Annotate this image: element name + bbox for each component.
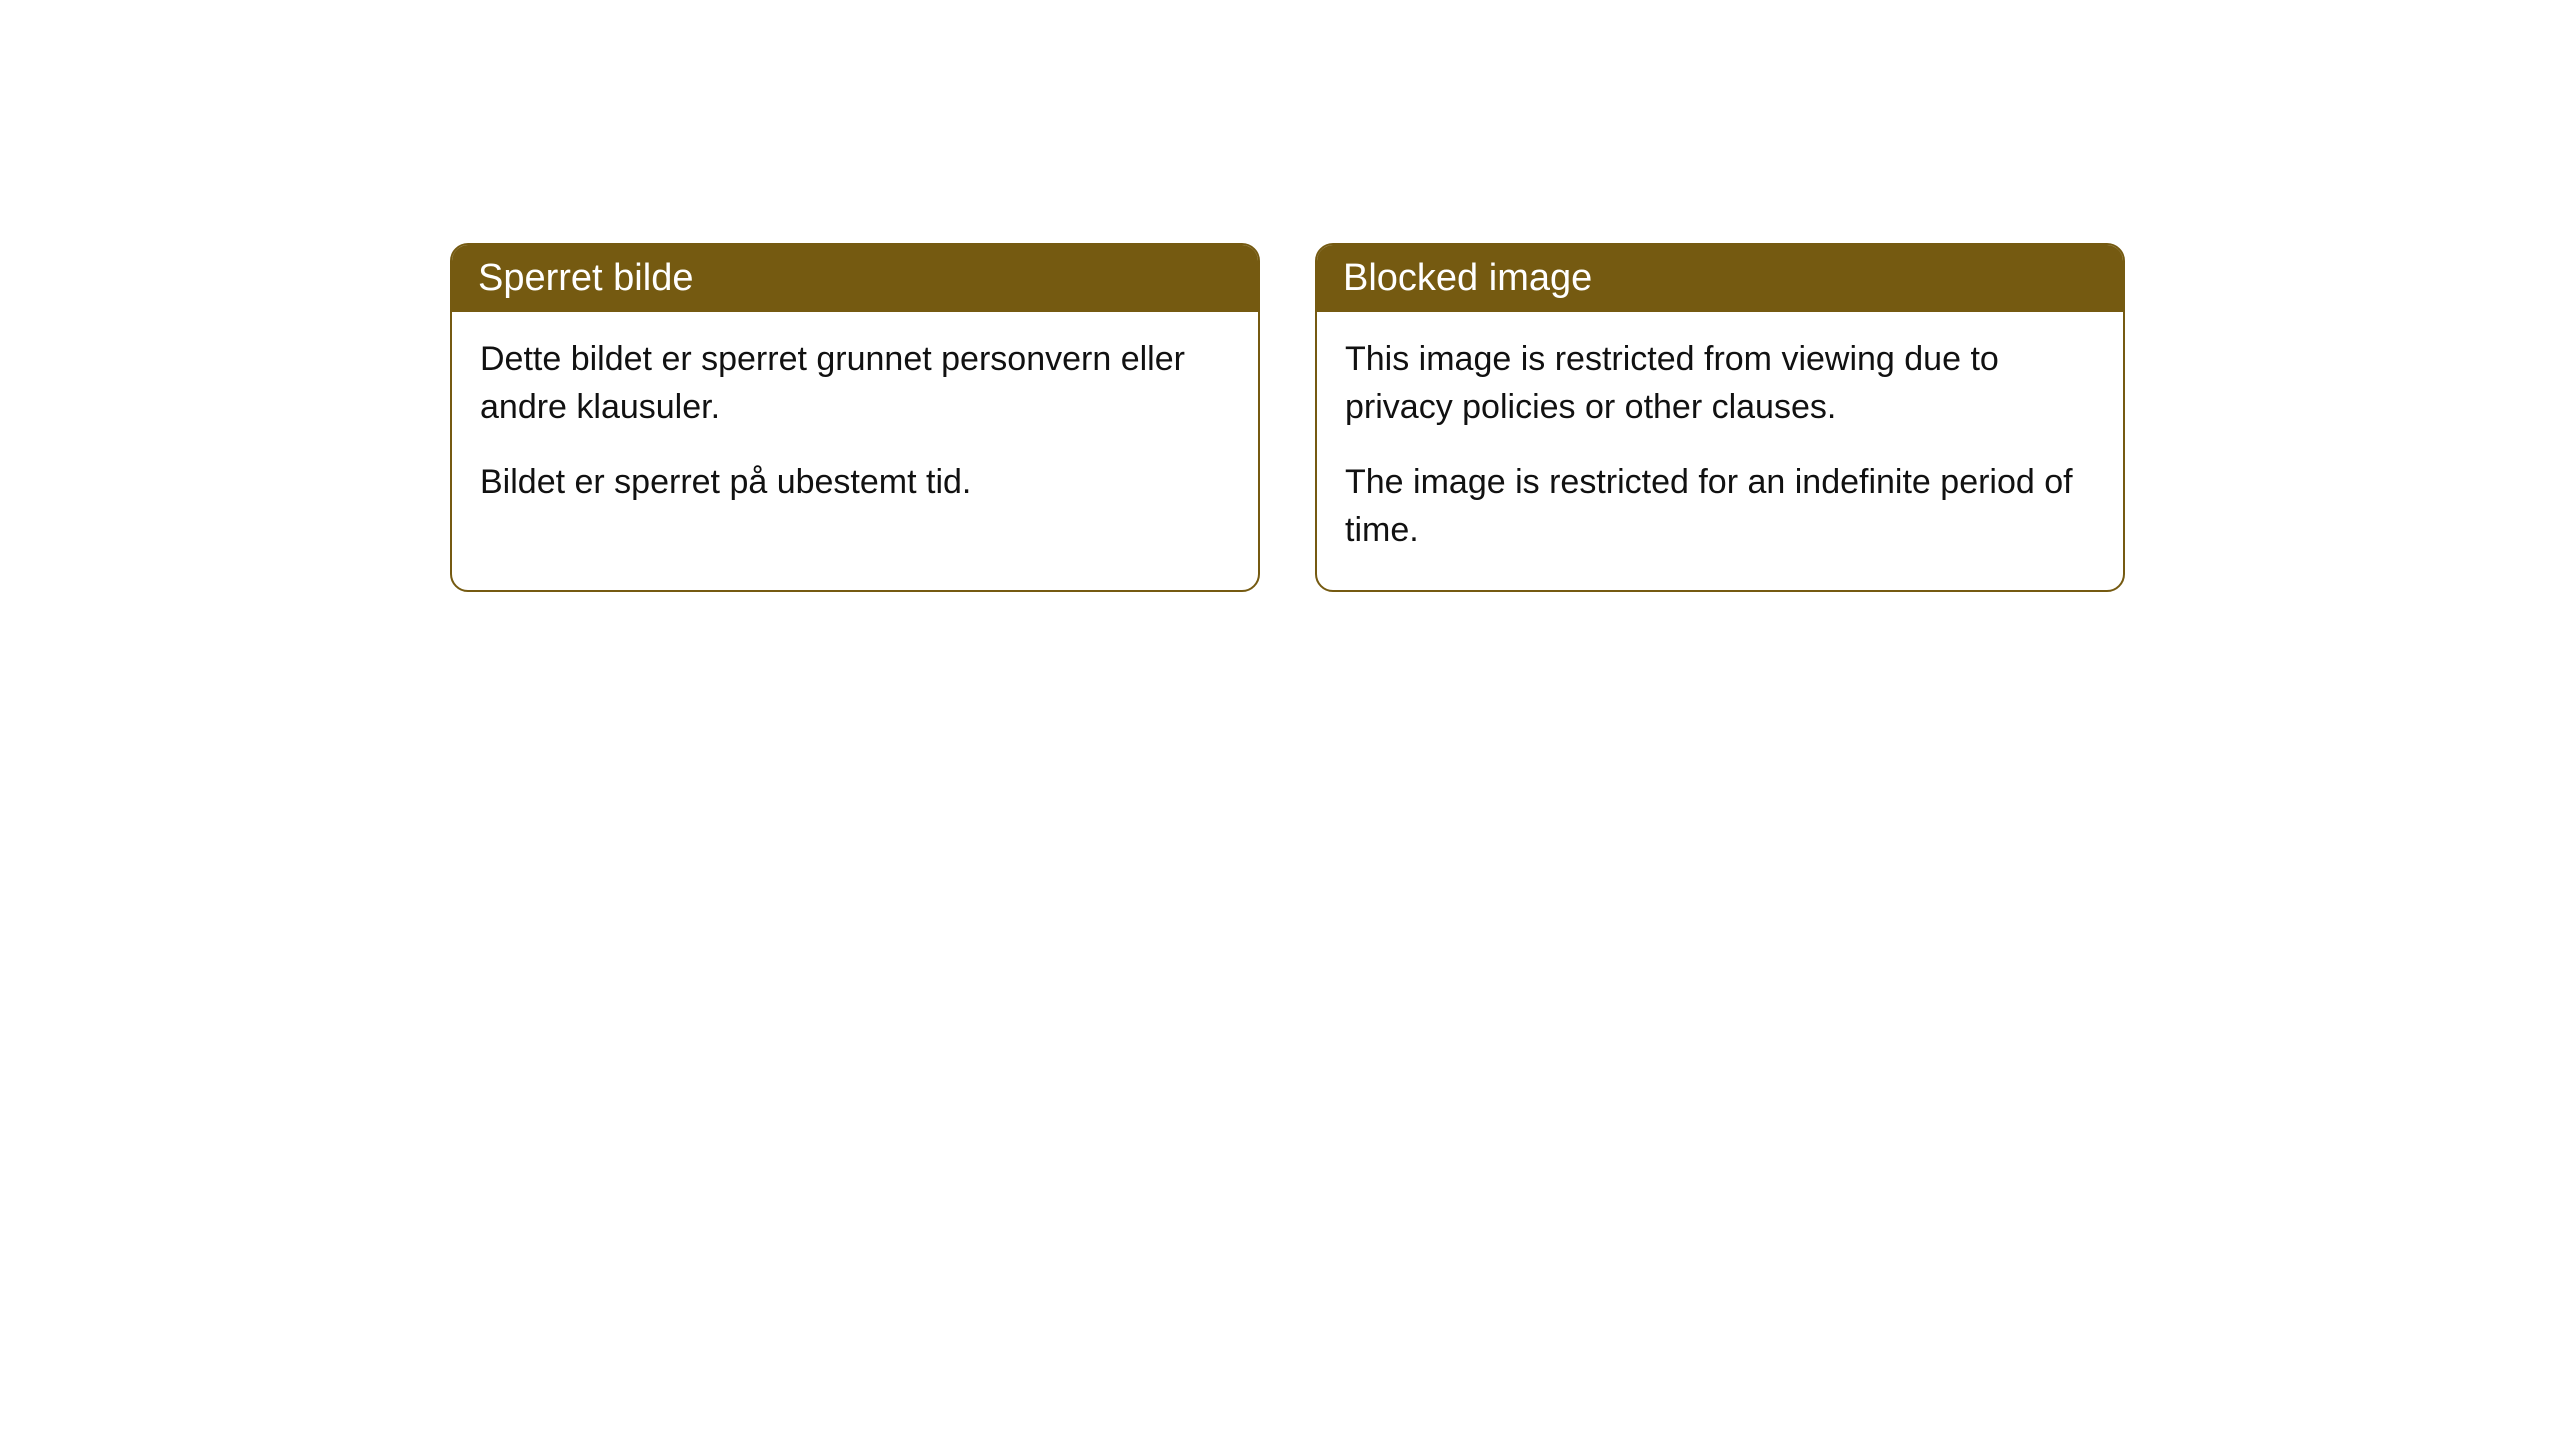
card-paragraph-1-english: This image is restricted from viewing du… [1345,336,2095,431]
card-title-english: Blocked image [1343,257,1592,299]
card-paragraph-1-norwegian: Dette bildet er sperret grunnet personve… [480,336,1230,431]
card-body-norwegian: Dette bildet er sperret grunnet personve… [452,312,1258,543]
blocked-image-card-norwegian: Sperret bilde Dette bildet er sperret gr… [450,243,1260,592]
card-body-english: This image is restricted from viewing du… [1317,312,2123,590]
card-header-english: Blocked image [1317,245,2123,312]
card-paragraph-2-english: The image is restricted for an indefinit… [1345,459,2095,554]
card-header-norwegian: Sperret bilde [452,245,1258,312]
card-title-norwegian: Sperret bilde [478,257,693,299]
card-paragraph-2-norwegian: Bildet er sperret på ubestemt tid. [480,459,1230,507]
blocked-image-card-english: Blocked image This image is restricted f… [1315,243,2125,592]
cards-container: Sperret bilde Dette bildet er sperret gr… [0,0,2560,592]
